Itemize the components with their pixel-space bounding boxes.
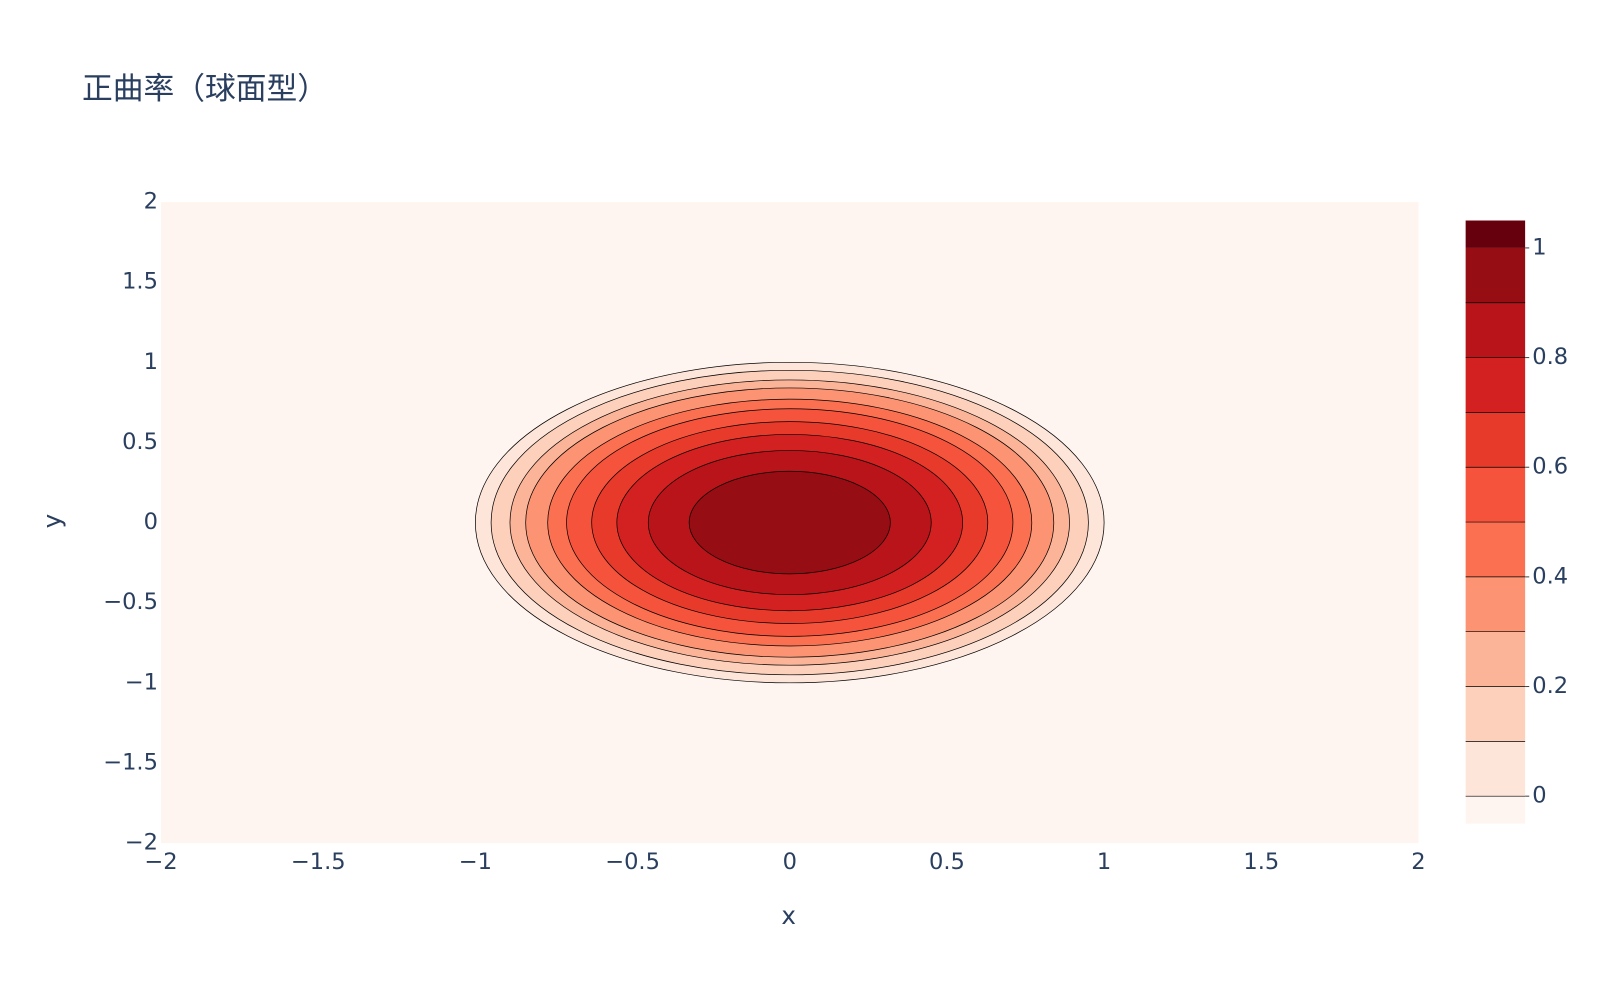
colorbar-band (1465, 686, 1526, 742)
x-tick-label: −0.5 (605, 849, 660, 875)
y-axis-title: y (37, 514, 66, 529)
colorbar-tick-label: 0.4 (1532, 563, 1568, 589)
contour-region (688, 470, 891, 575)
y-tick-label: −2 (125, 830, 158, 856)
y-tick-label: −1 (125, 669, 158, 695)
colorbar-band (1465, 576, 1526, 632)
colorbar-band (1465, 357, 1526, 413)
colorbar-band (1465, 796, 1526, 824)
x-tick-label: −1.5 (291, 849, 346, 875)
x-tick-label: −2 (144, 849, 177, 875)
x-axis-title: x (781, 901, 796, 930)
colorbar-tick-label: 0.2 (1532, 673, 1568, 699)
chart-title: 正曲率（球面型） (82, 71, 328, 107)
x-tick-label: 0 (783, 849, 797, 875)
colorbar-band (1465, 412, 1526, 468)
y-tick-label: 0 (144, 509, 158, 535)
colorbar-tick-label: 0.8 (1532, 344, 1568, 370)
y-tick-label: −1.5 (103, 749, 158, 775)
colorbar-band (1465, 247, 1526, 303)
colorbar-band (1465, 522, 1526, 577)
colorbar-band (1465, 467, 1526, 523)
x-tick-label: 2 (1411, 849, 1425, 875)
colorbar-tick-label: 0 (1532, 783, 1546, 809)
x-tick-label: 1 (1097, 849, 1111, 875)
x-tick-label: 0.5 (929, 849, 965, 875)
x-tick-label: −1 (459, 849, 492, 875)
colorbar-tick-label: 0.6 (1532, 454, 1568, 480)
y-tick-label: 1 (144, 349, 158, 375)
y-tick-label: 1.5 (122, 269, 158, 295)
y-tick-label: 0.5 (122, 429, 158, 455)
colorbar-tick-label: 1 (1532, 234, 1546, 260)
y-tick-label: 2 (144, 189, 158, 215)
y-tick-label: −0.5 (103, 589, 158, 615)
colorbar-band (1465, 631, 1526, 687)
x-tick-label: 1.5 (1243, 849, 1279, 875)
colorbar-band (1465, 302, 1526, 358)
colorbar-band (1465, 741, 1526, 797)
colorbar-band (1465, 220, 1526, 248)
